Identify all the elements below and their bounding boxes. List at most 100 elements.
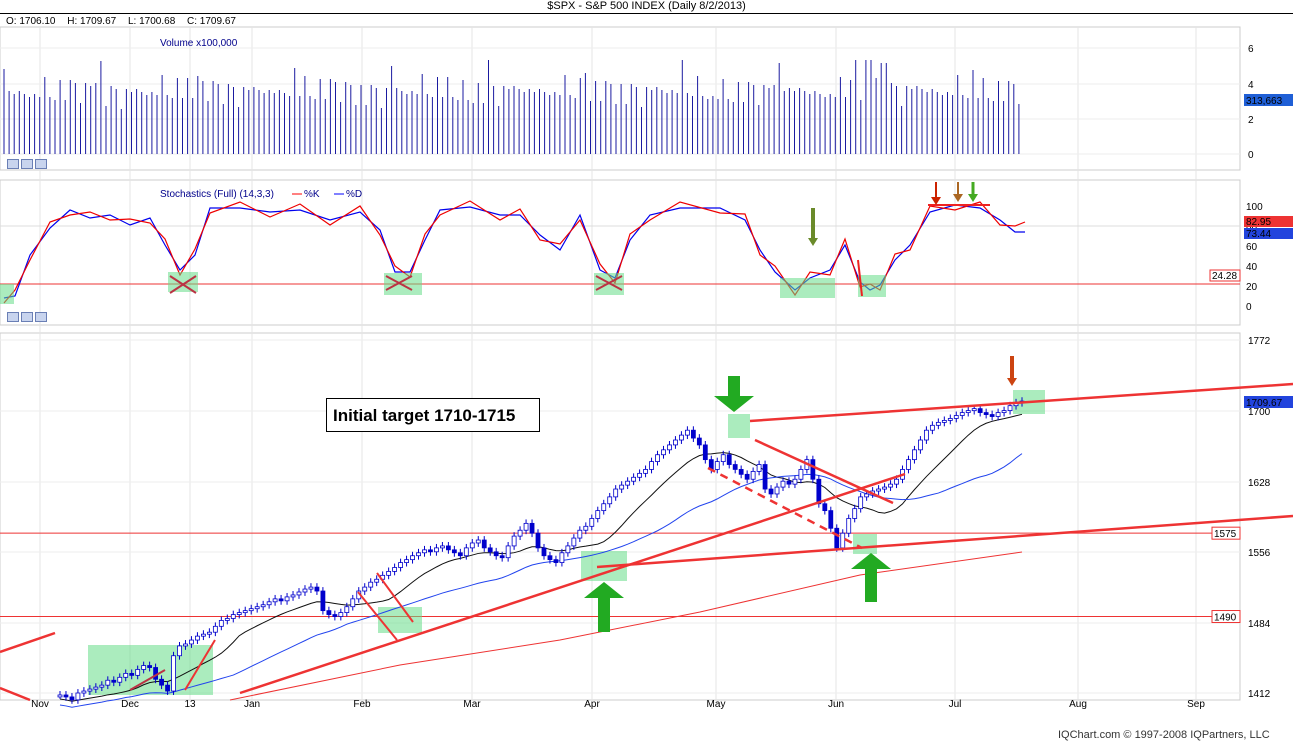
chart-title: $SPX - S&P 500 INDEX (Daily 8/2/2013) <box>0 0 1293 14</box>
candle-body <box>135 669 141 676</box>
minimize-icon[interactable] <box>35 159 47 169</box>
candle-body <box>517 529 523 537</box>
candle-body <box>625 480 631 486</box>
price-y-tick: 1556 <box>1248 548 1271 559</box>
stoch-label: Stochastics (Full) (14,3,3) <box>160 189 274 200</box>
x-tick-label: Aug <box>1069 699 1087 710</box>
candle-body <box>828 510 834 529</box>
candle-body <box>332 614 338 617</box>
price-last-box <box>1244 396 1293 408</box>
x-tick-label: Apr <box>584 699 600 710</box>
candle-body <box>941 420 947 423</box>
candle-body <box>69 696 75 701</box>
candle-body <box>684 429 690 436</box>
candle-body <box>601 503 607 512</box>
candle-body <box>147 665 153 668</box>
candle-body <box>894 478 899 485</box>
candle-body <box>206 631 212 635</box>
downtrend-line <box>754 438 894 505</box>
candle-body <box>535 532 541 549</box>
candle-body <box>129 672 135 676</box>
volume-y-tick: 6 <box>1248 44 1254 55</box>
x-tick-label: May <box>707 699 726 710</box>
low-value: L: 1700.68 <box>127 16 176 27</box>
candle-body <box>595 510 601 519</box>
candle-body <box>99 684 105 688</box>
stoch-cross-line <box>595 275 623 291</box>
down-arrow-icon <box>953 194 963 202</box>
x-tick-label: Nov <box>31 699 49 710</box>
candle-body <box>983 412 989 415</box>
dashed-trend-line <box>707 466 863 550</box>
zoom-out-icon[interactable] <box>21 312 33 322</box>
candle-body <box>81 690 87 694</box>
trend-line <box>0 686 31 702</box>
price-y-tick: 1700 <box>1248 407 1271 418</box>
candle-body <box>935 421 941 426</box>
candle-body <box>290 594 296 598</box>
candle-body <box>260 604 266 608</box>
price-highlight-box <box>853 534 877 554</box>
zoom-in-icon[interactable] <box>7 312 19 322</box>
candle-body <box>141 665 147 670</box>
x-tick-label: Feb <box>353 699 371 710</box>
volume-panel-buttons[interactable] <box>7 159 47 169</box>
volume-y-tick: 4 <box>1248 80 1254 91</box>
trend-line <box>0 631 56 654</box>
candle-body <box>977 408 983 413</box>
candle-body <box>93 686 99 690</box>
candle-body <box>965 410 971 414</box>
candle-body <box>183 643 188 647</box>
candle-body <box>242 610 248 614</box>
volume-last-value: 313,663 <box>1246 96 1283 107</box>
candle-body <box>774 486 780 495</box>
candle-body <box>756 464 762 472</box>
candle-body <box>511 535 517 547</box>
candle-body <box>732 464 738 470</box>
candle-body <box>428 549 433 553</box>
high-value: H: 1709.67 <box>67 16 117 27</box>
candle-body <box>798 469 804 480</box>
down-arrow-icon <box>714 396 754 412</box>
stoch-highlight-box <box>384 273 422 295</box>
candle-body <box>296 591 302 596</box>
candle-body <box>171 655 176 692</box>
candle-body <box>607 496 613 505</box>
volume-label: Volume x100,000 <box>160 38 238 49</box>
level-label-1575: 1575 <box>1214 529 1237 540</box>
stoch-y-tick: 20 <box>1246 282 1258 293</box>
stoch-y-tick: 100 <box>1246 202 1263 213</box>
candle-body <box>308 586 314 590</box>
candle-body <box>762 464 768 490</box>
candle-body <box>577 529 583 539</box>
candle-body <box>529 522 535 534</box>
candle-body <box>445 545 451 551</box>
candle-body <box>613 488 619 498</box>
minimize-icon[interactable] <box>35 312 47 322</box>
candle-body <box>661 449 666 456</box>
candle-body <box>284 596 290 602</box>
candle-body <box>637 472 642 478</box>
zoom-out-icon[interactable] <box>21 159 33 169</box>
candle-body <box>272 598 278 603</box>
close-value: C: 1709.67 <box>187 16 236 27</box>
x-tick-label: 13 <box>184 699 196 710</box>
stoch-panel-buttons[interactable] <box>7 312 47 322</box>
candle-body <box>338 612 344 617</box>
lower-channel-line <box>596 514 1293 569</box>
x-tick-label: Jul <box>949 699 962 710</box>
candle-body <box>959 412 965 416</box>
footer-credit: IQChart.com © 1997-2008 IQPartners, LLC <box>1058 729 1270 741</box>
candle-body <box>690 429 696 439</box>
candle-body <box>189 639 194 645</box>
candle-body <box>995 412 1001 417</box>
stoch-level-value: 24.28 <box>1212 271 1237 282</box>
candle-body <box>696 437 702 446</box>
zoom-in-icon[interactable] <box>7 159 19 169</box>
x-tick-label: Jan <box>244 699 260 710</box>
price-highlight-box <box>88 645 213 695</box>
candle-body <box>63 694 69 698</box>
up-arrow-icon <box>851 553 891 569</box>
candle-body <box>852 508 858 519</box>
